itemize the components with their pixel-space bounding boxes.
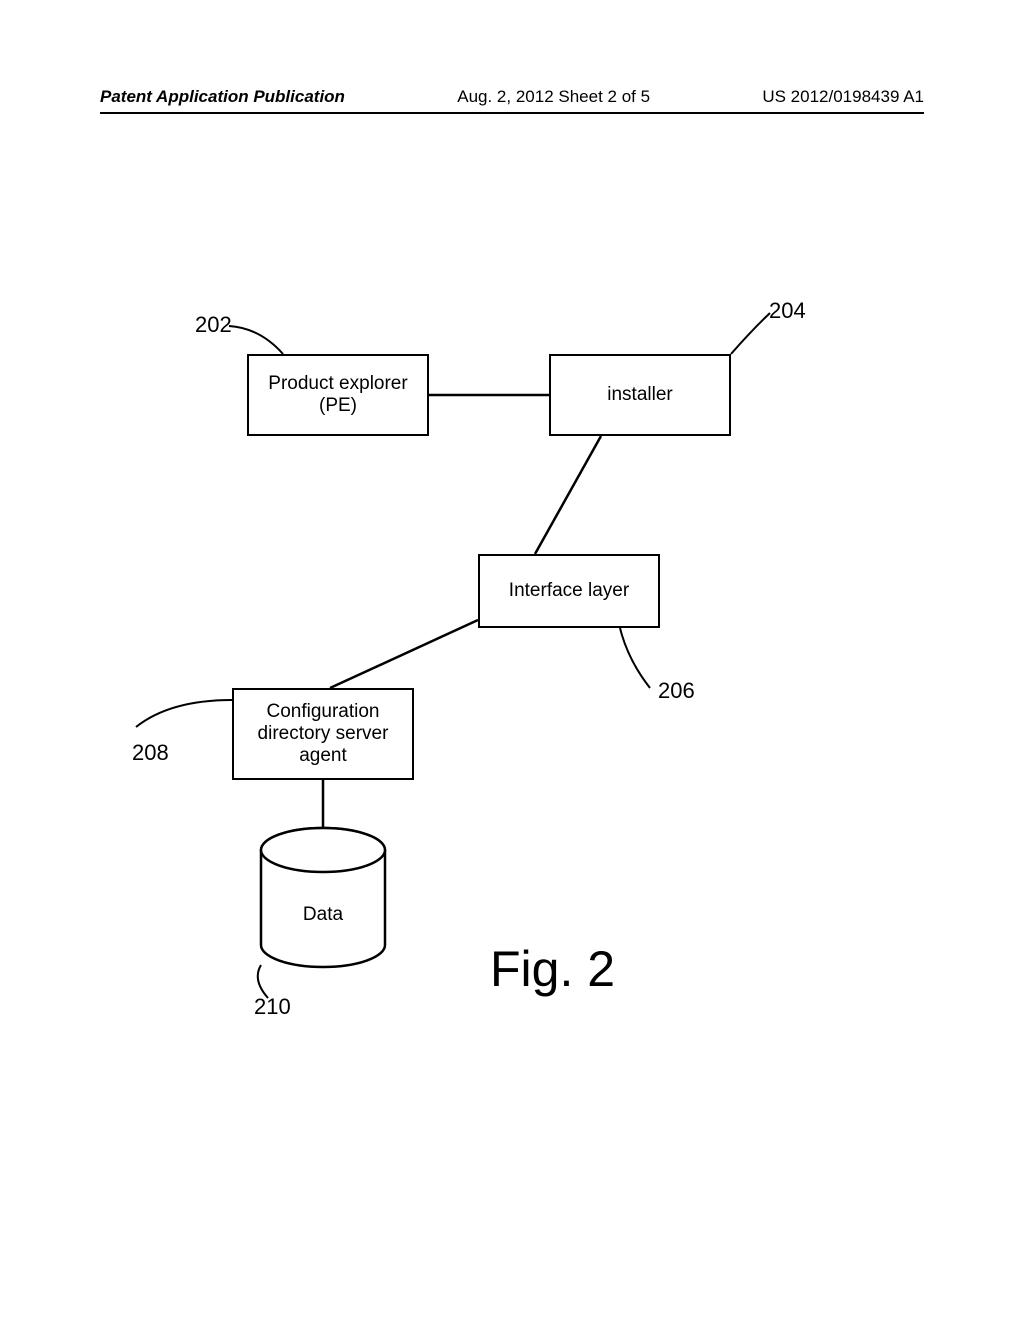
cylinder-text: Data xyxy=(303,904,344,925)
figure-label: Fig. 2 xyxy=(490,940,615,998)
pe-line2: (PE) xyxy=(268,395,407,417)
ref-204: 204 xyxy=(769,298,806,324)
config-line1: Configuration xyxy=(258,701,389,723)
ref-202: 202 xyxy=(195,312,232,338)
ref-210: 210 xyxy=(254,994,291,1020)
interface-layer-box: Interface layer xyxy=(478,554,660,628)
diagram-area: Data Product explorer (PE) installer Int… xyxy=(0,0,1024,1320)
config-agent-box: Configuration directory server agent xyxy=(232,688,414,780)
ref-206: 206 xyxy=(658,678,695,704)
product-explorer-box: Product explorer (PE) xyxy=(247,354,429,436)
ref-208: 208 xyxy=(132,740,169,766)
connectors-svg: Data xyxy=(0,0,1024,1320)
installer-box: installer xyxy=(549,354,731,436)
config-line3: agent xyxy=(258,745,389,767)
installer-text: installer xyxy=(607,384,672,406)
interface-layer-text: Interface layer xyxy=(509,580,629,602)
pe-line1: Product explorer xyxy=(268,373,407,395)
config-line2: directory server xyxy=(258,723,389,745)
